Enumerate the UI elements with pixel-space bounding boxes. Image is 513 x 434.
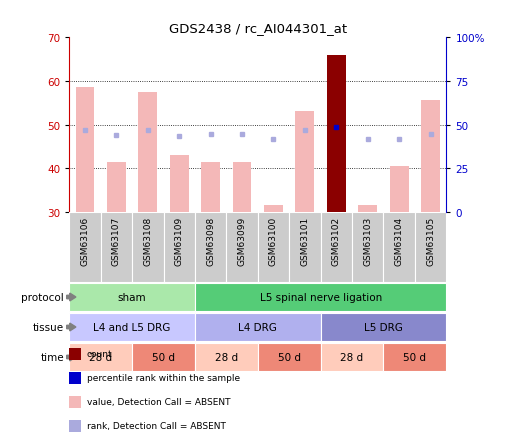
Bar	[352, 213, 383, 283]
Bar	[390, 167, 408, 213]
Text: 50 d: 50 d	[403, 352, 426, 362]
Bar	[75, 88, 94, 213]
Bar	[132, 343, 195, 372]
Text: rank, Detection Call = ABSENT: rank, Detection Call = ABSENT	[87, 421, 226, 430]
Text: sham: sham	[118, 293, 146, 302]
Text: GSM63102: GSM63102	[332, 216, 341, 265]
Bar	[195, 213, 226, 283]
Bar	[195, 343, 258, 372]
Text: GSM63103: GSM63103	[363, 216, 372, 265]
Text: GSM63106: GSM63106	[81, 216, 89, 265]
Text: GSM63100: GSM63100	[269, 216, 278, 265]
Bar	[101, 213, 132, 283]
Text: value, Detection Call = ABSENT: value, Detection Call = ABSENT	[87, 398, 230, 406]
Text: GSM63108: GSM63108	[143, 216, 152, 265]
Text: GSM63098: GSM63098	[206, 216, 215, 265]
Bar	[295, 112, 314, 213]
Bar	[421, 101, 440, 213]
Bar	[170, 156, 189, 213]
Bar	[69, 343, 132, 372]
Bar	[415, 213, 446, 283]
Bar	[383, 343, 446, 372]
Bar	[132, 213, 164, 283]
Bar	[321, 313, 446, 342]
Text: GSM63104: GSM63104	[394, 216, 404, 265]
Text: percentile rank within the sample: percentile rank within the sample	[87, 374, 240, 382]
Bar	[264, 206, 283, 213]
Bar	[195, 313, 321, 342]
Text: tissue: tissue	[33, 322, 64, 332]
Bar	[107, 162, 126, 213]
Bar	[164, 213, 195, 283]
Bar	[321, 343, 383, 372]
Text: L5 spinal nerve ligation: L5 spinal nerve ligation	[260, 293, 382, 302]
Bar	[69, 283, 195, 312]
Text: 28 d: 28 d	[215, 352, 238, 362]
Text: 50 d: 50 d	[278, 352, 301, 362]
Text: 50 d: 50 d	[152, 352, 175, 362]
Text: GSM63105: GSM63105	[426, 216, 435, 265]
Text: L4 DRG: L4 DRG	[239, 322, 277, 332]
Text: GSM63107: GSM63107	[112, 216, 121, 265]
Bar	[327, 56, 346, 213]
Bar	[69, 213, 101, 283]
Text: GSM63099: GSM63099	[238, 216, 247, 265]
Bar	[358, 206, 377, 213]
Title: GDS2438 / rc_AI044301_at: GDS2438 / rc_AI044301_at	[169, 23, 347, 35]
Bar	[69, 313, 195, 342]
Bar	[226, 213, 258, 283]
Text: time: time	[41, 352, 64, 362]
Text: L5 DRG: L5 DRG	[364, 322, 403, 332]
Bar	[139, 92, 157, 213]
Text: L4 and L5 DRG: L4 and L5 DRG	[93, 322, 171, 332]
Bar	[201, 162, 220, 213]
Bar	[195, 283, 446, 312]
Text: protocol: protocol	[22, 293, 64, 302]
Text: GSM63101: GSM63101	[301, 216, 309, 265]
Bar	[383, 213, 415, 283]
Text: 28 d: 28 d	[89, 352, 112, 362]
Bar	[258, 213, 289, 283]
Bar	[321, 213, 352, 283]
Text: GSM63109: GSM63109	[175, 216, 184, 265]
Bar	[233, 162, 251, 213]
Bar	[258, 343, 321, 372]
Bar	[289, 213, 321, 283]
Text: count: count	[87, 350, 112, 358]
Text: 28 d: 28 d	[341, 352, 364, 362]
